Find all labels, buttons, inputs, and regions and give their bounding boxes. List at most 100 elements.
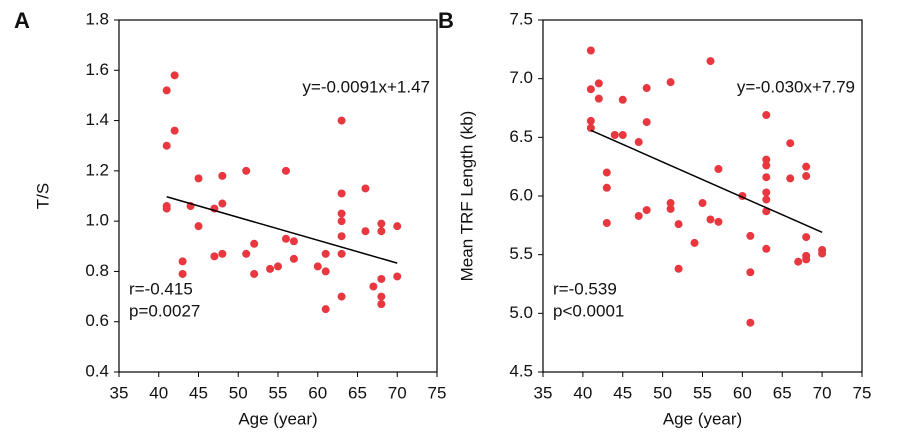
y-tick-label: 6.5 [509,127,533,146]
trendline [590,129,823,234]
x-axis-label: Age (year) [238,409,317,428]
scatter-point [642,206,651,215]
scatter-point [242,166,251,175]
scatter-point [786,139,795,148]
scatter-point [594,79,603,88]
scatter-point [802,172,811,181]
x-tick-label: 40 [149,383,168,402]
y-axis-label: Mean TRF Length (kb) [457,111,476,282]
scatter-point [602,183,611,192]
scatter-point [762,111,771,120]
y-tick-label: 7.0 [509,68,533,87]
x-tick-label: 75 [428,383,447,402]
scatter-point [242,249,251,258]
scatter-point [586,116,595,125]
y-tick-label: 5.0 [509,303,533,322]
scatter-point [674,220,683,229]
scatter-point [289,237,298,246]
scatter-point [250,269,259,278]
scatter-point [313,262,322,271]
equation: y=-0.030x+7.79 [737,77,855,96]
y-tick-label: 0.6 [85,311,109,330]
scatter-point [289,254,298,263]
scatter-point [690,238,699,247]
scatter-point [178,257,187,266]
x-tick-label: 50 [653,383,672,402]
scatter-point [618,95,627,104]
scatter-point [698,199,707,208]
y-tick-label: 0.4 [85,361,109,380]
statistic: r=-0.539 [553,279,617,298]
x-tick-label: 35 [534,383,553,402]
scatter-point [666,78,675,87]
y-tick-label: 7.5 [509,9,533,28]
scatter-point [281,234,290,243]
scatter-point [266,264,275,273]
scatter-point [170,71,179,80]
y-tick-label: 1.0 [85,211,109,230]
x-tick-label: 45 [189,383,208,402]
scatter-point [361,227,370,236]
scatter-point [337,232,346,241]
scatter-point [802,162,811,171]
scatter-point [786,174,795,183]
scatter-point [666,204,675,213]
scatter-point [194,222,203,231]
scatter-point [610,130,619,139]
x-tick-label: 40 [573,383,592,402]
scatter-point [618,130,627,139]
scatter-point [818,249,827,258]
scatter-point [377,274,386,283]
scatter-point [210,252,219,261]
scatter-point [594,94,603,103]
x-tick-label: 70 [388,383,407,402]
y-tick-label: 1.6 [85,60,109,79]
scatter-point [746,318,755,327]
statistic: r=-0.415 [129,279,193,298]
x-tick-label: 55 [693,383,712,402]
scatter-point [337,292,346,301]
scatter-point [321,305,330,314]
scatter-point [602,218,611,227]
scatter-point [802,255,811,264]
scatter-point [586,123,595,132]
scatter-point [642,118,651,127]
scatter-point [337,189,346,198]
scatter-point [634,211,643,220]
y-tick-label: 1.4 [85,110,109,129]
scatter-point [250,239,259,248]
y-axis-label: T/S [33,183,52,209]
scatter-point [762,244,771,253]
panel-label: B [438,8,454,33]
equation: y=-0.0091x+1.47 [302,77,430,96]
scatter-point [337,209,346,218]
scatter-point [706,215,715,224]
statistic: p<0.0001 [553,301,624,320]
x-axis-label: Age (year) [663,409,742,428]
scatter-point [706,57,715,66]
scatter-point [162,204,171,213]
scatter-point [218,199,227,208]
y-tick-label: 5.5 [509,244,533,263]
scatter-point [762,188,771,197]
scatter-point [393,272,402,281]
scatter-point [393,222,402,231]
x-tick-label: 75 [853,383,872,402]
scatter-point [321,267,330,276]
trendline [166,196,398,264]
y-tick-label: 0.8 [85,261,109,280]
scatter-point [377,300,386,309]
scatter-point [218,249,227,258]
scatter-point [274,262,282,271]
statistic: p=0.0027 [129,301,200,320]
scatter-point [337,116,346,125]
y-tick-label: 6.0 [509,185,533,204]
scatter-point [642,84,651,93]
scatter-point [762,173,771,182]
x-tick-label: 35 [110,383,129,402]
x-tick-label: 65 [348,383,367,402]
scatter-point [178,269,187,278]
scatter-point [586,85,595,94]
scatter-point [802,233,811,242]
